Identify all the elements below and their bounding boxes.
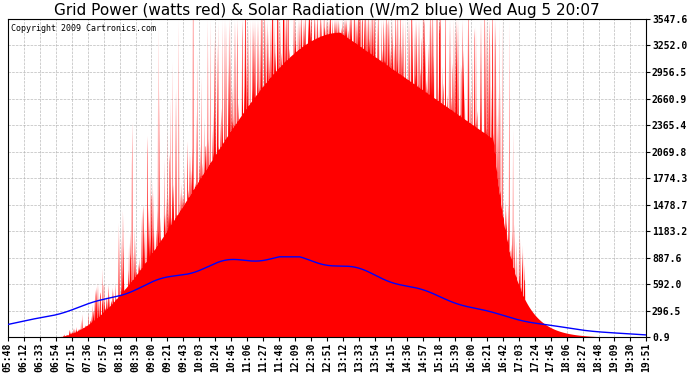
Title: Grid Power (watts red) & Solar Radiation (W/m2 blue) Wed Aug 5 20:07: Grid Power (watts red) & Solar Radiation… xyxy=(55,3,600,18)
Text: Copyright 2009 Cartronics.com: Copyright 2009 Cartronics.com xyxy=(11,24,156,33)
